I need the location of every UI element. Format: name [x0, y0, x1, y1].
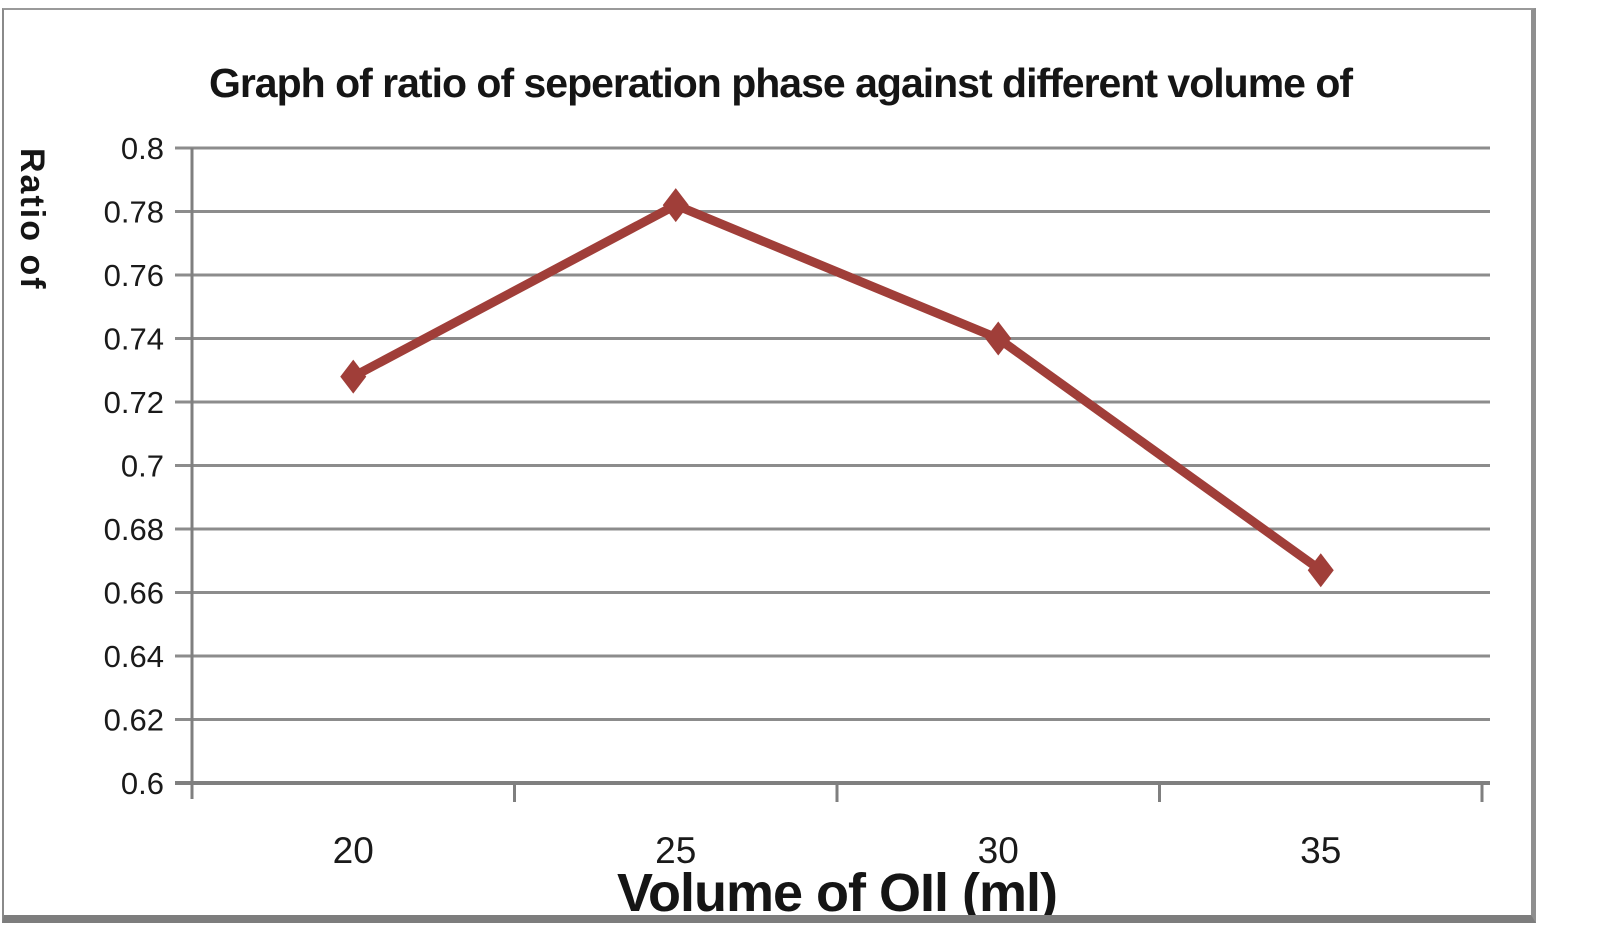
- series-line: [348, 200, 1326, 575]
- chart-title: Graph of ratio of seperation phase again…: [208, 60, 1353, 106]
- svg-text:25: 25: [655, 830, 696, 871]
- x-tick-labels: 20 25 30 35: [333, 830, 1342, 871]
- svg-text:0.78: 0.78: [104, 195, 164, 230]
- svg-text:35: 35: [1300, 830, 1341, 871]
- svg-text:0.68: 0.68: [104, 512, 164, 547]
- plot-area: 0.8 0.78 0.76 0.74 0.72 0.7 0.68 0.66 0.64 0.62 0.…: [104, 131, 1490, 871]
- svg-text:0.8: 0.8: [121, 131, 164, 166]
- svg-text:0.72: 0.72: [104, 385, 164, 420]
- chart-frame: Graph of ratio of seperation phase again…: [2, 8, 1536, 923]
- x-axis-title: Volume of OIl (ml): [617, 863, 1058, 923]
- y-axis-title: Ratio of: [13, 148, 51, 291]
- svg-text:0.66: 0.66: [104, 576, 164, 611]
- svg-text:0.64: 0.64: [104, 639, 164, 674]
- svg-text:30: 30: [978, 830, 1019, 871]
- svg-text:0.62: 0.62: [104, 703, 164, 738]
- svg-text:0.7: 0.7: [121, 449, 164, 484]
- svg-text:0.76: 0.76: [104, 258, 164, 293]
- axes: [175, 148, 1490, 802]
- y-tick-labels: 0.8 0.78 0.76 0.74 0.72 0.7 0.68 0.66 0.64 0.62 0.…: [104, 131, 164, 801]
- series-markers: [340, 188, 1334, 588]
- svg-text:0.6: 0.6: [121, 766, 164, 801]
- svg-text:20: 20: [333, 830, 374, 871]
- svg-text:0.74: 0.74: [104, 322, 164, 357]
- gridlines: [175, 146, 1490, 785]
